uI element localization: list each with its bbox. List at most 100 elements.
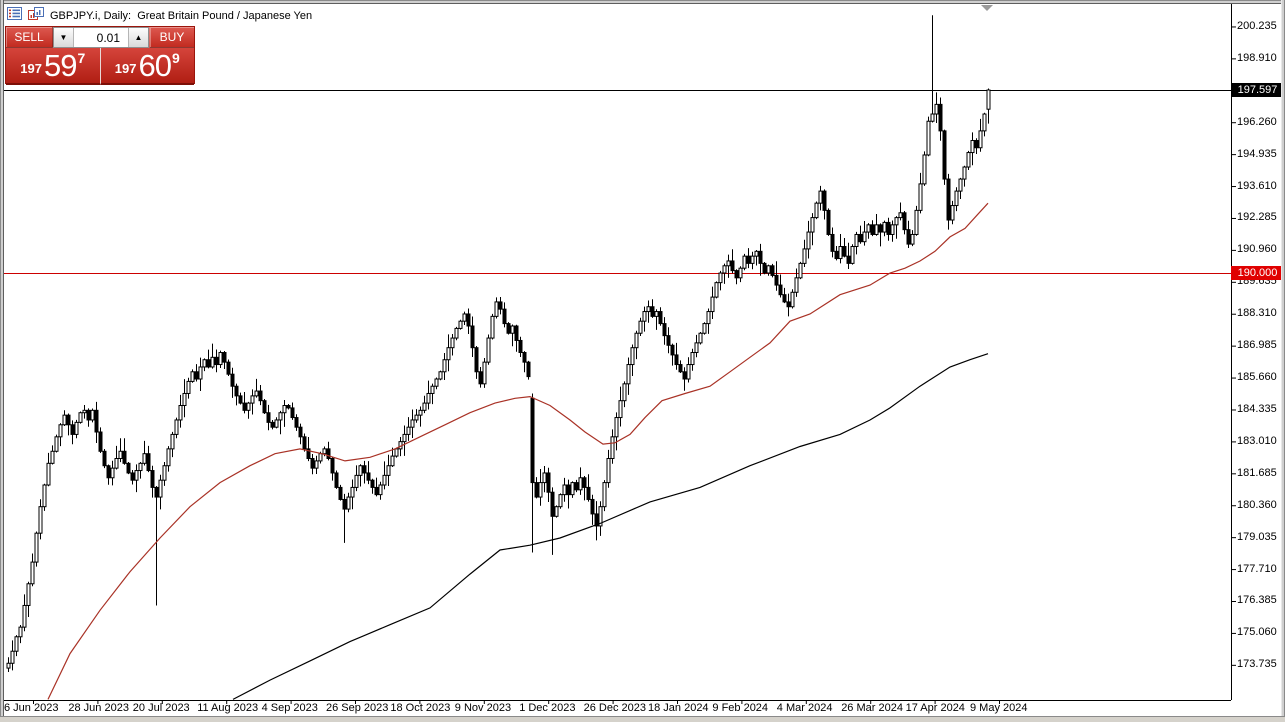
chart-shift-marker[interactable] [981,5,993,11]
candle [614,417,619,438]
sell-button[interactable]: SELL [6,27,53,48]
candle [254,390,259,397]
price-tick-label: 198.910 [1237,51,1277,64]
price-tick-label: 190.960 [1237,243,1277,256]
candle [442,359,447,373]
price-tick-label: 192.285 [1237,211,1277,224]
volume-input[interactable]: 0.01 [96,31,120,45]
candle [742,255,747,269]
candle [470,325,475,349]
candle [966,152,971,168]
volume-decrease-button[interactable]: ▼ [54,28,74,47]
candle [354,474,359,488]
buy-price-button[interactable]: 197 60 9 [100,48,194,85]
candle [738,267,743,279]
candle [946,178,951,221]
candle [922,154,927,185]
candle [650,306,655,317]
candle [14,636,19,652]
candle [638,320,643,334]
candle [10,650,15,664]
candle [610,436,615,460]
candle [850,246,855,264]
date-tick-label: 6 Jun 2023 [4,702,59,714]
candle [438,371,443,380]
candle [450,337,455,349]
candle [234,385,239,397]
candle [578,477,583,491]
candle [390,455,395,467]
candle [18,626,23,638]
candle [962,166,967,180]
buy-button[interactable]: BUY [149,27,194,48]
candle [886,221,891,235]
candle [434,378,439,387]
candle [970,140,975,154]
candle [982,113,987,132]
candle [406,426,411,435]
candle [474,347,479,373]
candle [382,474,387,486]
sell-price-button[interactable]: 197 59 7 [6,48,101,85]
candle [626,364,631,385]
candle [806,231,811,250]
candle [78,412,83,423]
candle [534,482,539,498]
window-border-left [0,0,4,722]
candle [26,583,31,606]
candle [518,339,523,354]
candle [674,354,679,366]
candle [802,248,807,264]
candle [926,120,931,156]
candle [786,301,791,308]
candle [822,190,827,211]
candle [522,352,527,363]
horizontal-line-price-tag: 190.000 [1231,266,1284,280]
candle [490,315,495,339]
date-tick-label: 9 May 2024 [970,702,1028,714]
horizontal-scrollbar-strip[interactable] [0,716,1285,722]
candle [642,311,647,322]
candle [502,308,507,325]
date-tick-label: 4 Sep 2023 [261,702,318,714]
candle [794,277,799,293]
candle [342,498,347,510]
candle [774,274,779,286]
candle [246,402,251,411]
candle [974,140,979,149]
candle [218,352,223,366]
candle [318,453,323,462]
candle [166,448,171,467]
date-tick-label: 28 Jun 2023 [68,702,129,714]
price-tick-label: 185.660 [1237,371,1277,384]
sell-price-pip: 7 [77,50,86,66]
candle [890,224,895,235]
date-tick-label: 18 Jan 2024 [648,702,709,714]
candle [894,217,899,226]
candle [94,409,99,433]
candle [34,532,39,563]
candle [538,482,543,498]
candle [574,482,579,491]
candle [874,224,879,235]
candle [818,190,823,204]
candle [102,450,107,467]
candle [750,255,755,264]
candle [582,477,587,488]
price-tick-label: 196.260 [1237,115,1277,128]
candle [710,296,715,313]
candle [694,342,699,354]
candle [658,311,663,325]
candle [558,494,563,508]
volume-increase-button[interactable]: ▲ [128,28,148,47]
candle [66,414,71,426]
candle [478,371,483,385]
candle [770,265,775,276]
candle [602,482,607,508]
candle [310,458,315,469]
candle [62,414,67,426]
candle [22,604,27,628]
candle [446,347,451,361]
candle [322,448,327,455]
